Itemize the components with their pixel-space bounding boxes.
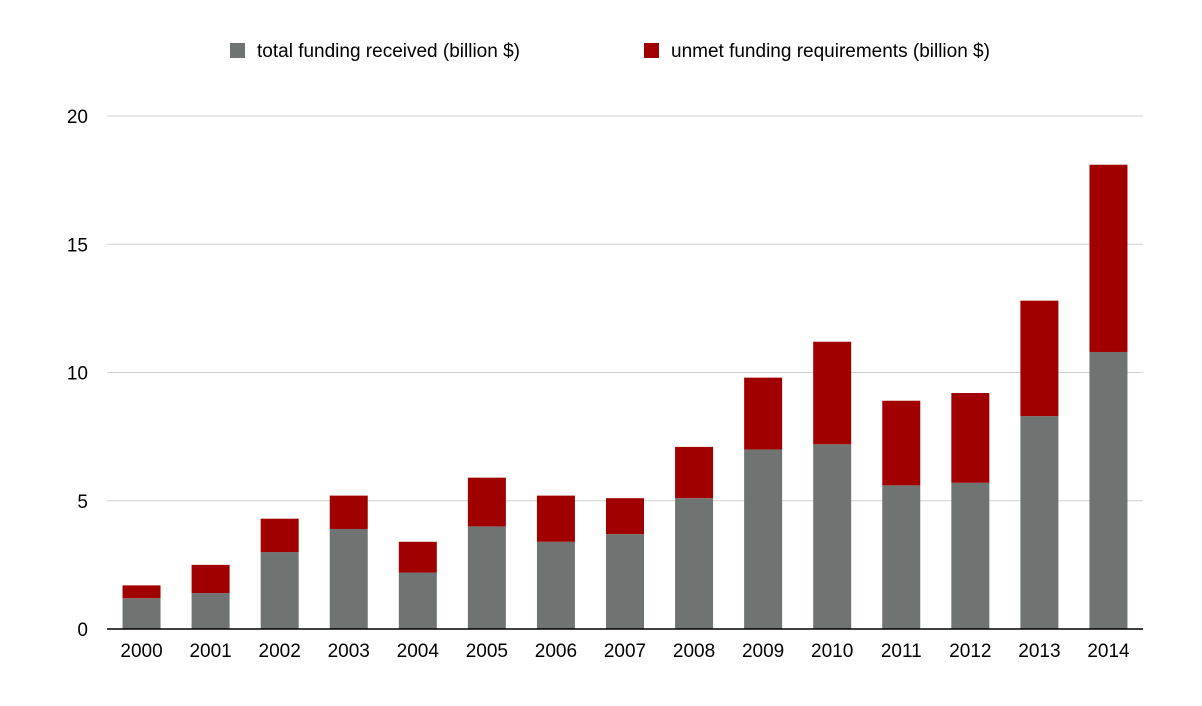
bar-funding-received xyxy=(1089,351,1128,629)
axes: 0 5 10 15 20 2000 2001 2002 2003 2004 2005 2006 2007… xyxy=(67,107,1143,662)
bar-funding-received xyxy=(675,498,714,629)
bar-unmet-requirements xyxy=(260,518,299,553)
bar-unmet-requirements xyxy=(1020,300,1059,417)
x-tick-label: 2003 xyxy=(328,641,370,662)
bar-funding-received xyxy=(398,572,437,629)
x-tick-label: 2008 xyxy=(673,641,715,662)
bar-funding-received xyxy=(260,552,299,629)
x-tick-label: 2010 xyxy=(811,641,853,662)
bar-unmet-requirements xyxy=(191,564,230,594)
bar-unmet-requirements xyxy=(329,495,368,529)
legend-label: unmet funding requirements (billion $) xyxy=(671,41,990,62)
x-tick-label: 2004 xyxy=(397,641,440,662)
x-tick-label: 2006 xyxy=(535,641,577,662)
x-tick-label: 2002 xyxy=(259,641,301,662)
legend-swatch xyxy=(230,43,245,58)
x-tick-label: 2012 xyxy=(949,641,991,662)
bar-funding-received xyxy=(951,482,990,629)
bar-unmet-requirements xyxy=(951,393,990,483)
bar-unmet-requirements xyxy=(467,477,506,527)
bar-unmet-requirements xyxy=(882,400,921,486)
bar-unmet-requirements xyxy=(536,495,575,542)
x-tick-label: 2000 xyxy=(120,641,162,662)
y-tick-label: 0 xyxy=(77,620,88,641)
bar-funding-received xyxy=(1020,416,1059,629)
bar-unmet-requirements xyxy=(1089,164,1128,352)
bar-funding-received xyxy=(467,526,506,629)
x-tick-label: 2009 xyxy=(742,641,784,662)
legend-label: total funding received (billion $) xyxy=(257,41,520,62)
bar-unmet-requirements xyxy=(398,541,437,573)
x-tick-label: 2013 xyxy=(1018,641,1060,662)
x-tick-label: 2014 xyxy=(1087,641,1130,662)
bar-unmet-requirements xyxy=(122,585,161,599)
y-tick-label: 15 xyxy=(67,235,88,256)
y-tick-label: 10 xyxy=(67,364,88,385)
y-tick-label: 20 xyxy=(67,107,88,128)
bar-unmet-requirements xyxy=(675,446,714,499)
bar-funding-received xyxy=(122,598,161,629)
bar-unmet-requirements xyxy=(813,341,852,445)
bar-unmet-requirements xyxy=(606,498,644,535)
bar-funding-received xyxy=(191,593,230,629)
x-tick-label: 2007 xyxy=(604,641,646,662)
y-tick-label: 5 xyxy=(77,492,88,513)
bar-unmet-requirements xyxy=(744,377,783,450)
bars xyxy=(122,164,1128,629)
bar-funding-received xyxy=(329,528,368,629)
x-tick-label: 2005 xyxy=(466,641,508,662)
legend-swatch xyxy=(644,43,659,58)
bar-funding-received xyxy=(882,485,921,629)
bar-funding-received xyxy=(606,534,644,629)
legend: total funding received (billion $) unmet … xyxy=(230,41,990,62)
x-tick-label: 2001 xyxy=(189,641,231,662)
bar-funding-received xyxy=(536,541,575,629)
bar-funding-received xyxy=(744,449,783,629)
bar-funding-received xyxy=(813,444,852,629)
x-tick-label: 2011 xyxy=(881,641,922,662)
